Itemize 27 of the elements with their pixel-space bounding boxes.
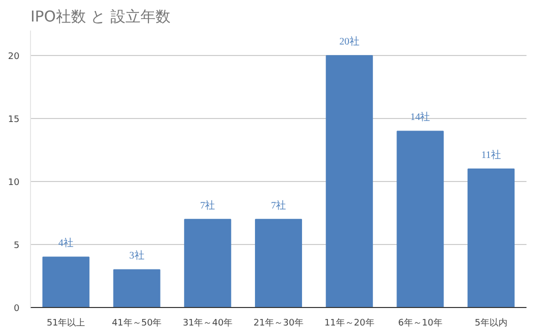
x-tick-label: 41年～50年 [112,318,162,328]
bar [113,269,160,308]
data-label: 11社 [481,149,501,161]
data-label: 7社 [200,199,216,212]
y-tick-label: 0 [14,304,20,314]
y-tick-label: 5 [14,241,20,252]
x-tick-label: 11年～20年 [324,318,374,328]
data-label: 4社 [58,237,74,250]
data-label: 7社 [271,199,286,212]
y-tick-label: 20 [8,52,20,62]
y-tick-label: 15 [8,115,20,126]
bar [396,130,444,308]
bar [184,218,232,308]
data-label: 3社 [129,250,144,262]
x-tick-label: 51年以上 [46,318,86,328]
bar [468,168,515,308]
x-tick-label: 5年以内 [474,318,508,328]
y-tick-label: 10 [8,178,20,188]
data-label: 14社 [410,111,430,124]
x-tick-label: 31年～40年 [182,318,233,328]
data-label: 20社 [339,36,360,48]
bar [254,218,302,308]
x-tick-label: 21年～30年 [254,318,304,328]
bar [326,55,373,308]
x-tick-label: 6年～10年 [398,318,442,328]
chart-title: IPO社数 と 設立年数 [30,8,170,26]
bar [42,256,90,308]
